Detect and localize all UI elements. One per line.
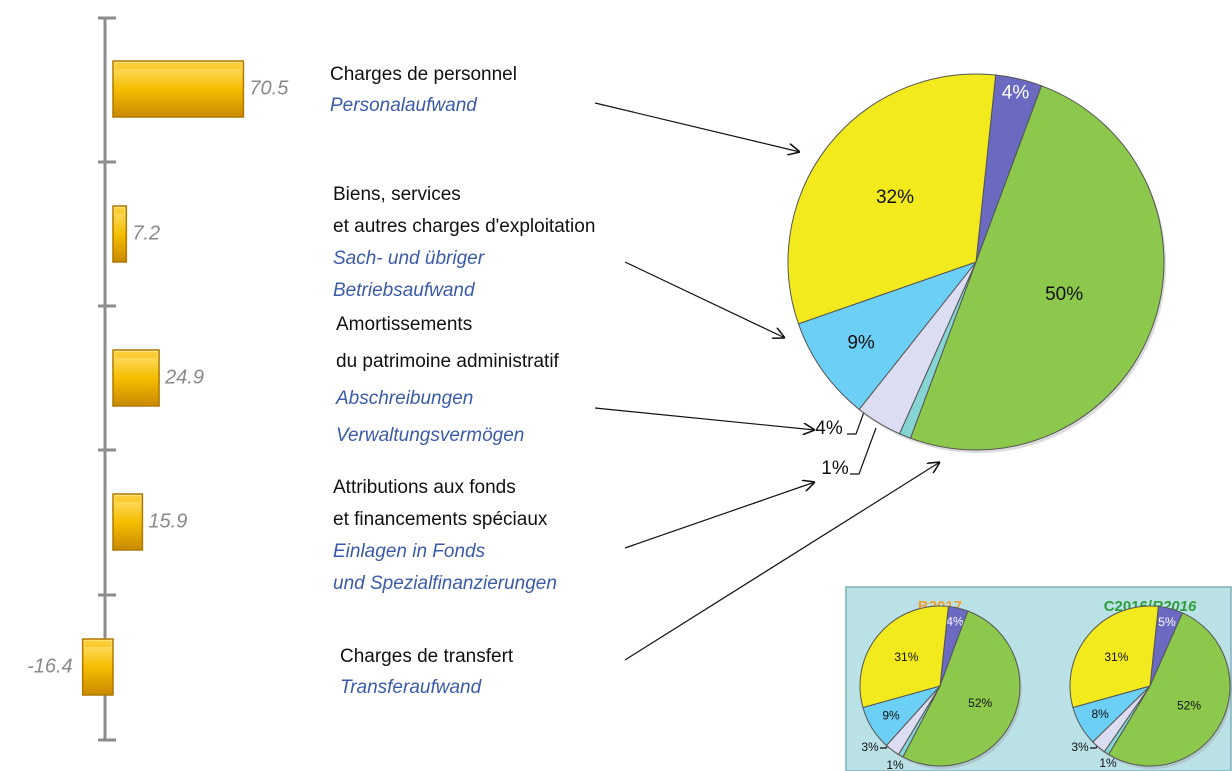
- category-label-fr: Biens, services: [333, 184, 461, 205]
- category-label-fr: Attributions aux fonds: [333, 477, 516, 498]
- slice-label: 9%: [882, 709, 900, 723]
- bar-value-label: 15.9: [148, 510, 187, 532]
- category-label-de: Sach- und übriger: [333, 248, 485, 269]
- pie-slice: [859, 605, 949, 709]
- slice-label: 4%: [815, 418, 843, 439]
- bar-highlight: [115, 496, 141, 502]
- slice-label: 3%: [861, 740, 879, 754]
- slice-label: 4%: [946, 614, 964, 628]
- category-label-de: Abschreibungen: [335, 388, 473, 409]
- category-label-de: Einlagen in Fonds: [333, 541, 486, 562]
- slice-label: 31%: [1104, 650, 1128, 664]
- bar-value-label: -16.4: [27, 655, 73, 677]
- category-label-de: und Spezialfinanzierungen: [333, 573, 557, 594]
- slice-label: 1%: [1099, 756, 1117, 770]
- slice-label: 9%: [847, 333, 875, 354]
- slice-label: 52%: [1177, 699, 1201, 713]
- slice-label: 4%: [1002, 83, 1030, 104]
- slice-label: 32%: [876, 187, 914, 208]
- bar-value-label: 24.9: [164, 366, 204, 388]
- category-label-fr: et autres charges d'exploitation: [333, 216, 595, 237]
- bar-highlight: [115, 63, 242, 69]
- category-label-fr: et financements spéciaux: [333, 509, 548, 530]
- pie-slice: [1107, 612, 1231, 767]
- category-label-fr: du patrimoine administratif: [336, 351, 560, 372]
- bar: [112, 493, 144, 551]
- arrow: [594, 102, 800, 152]
- pie-slice: [1069, 605, 1159, 709]
- bar-highlight: [115, 352, 158, 358]
- pie-slice: [909, 85, 1165, 451]
- bar: [81, 638, 114, 696]
- bar-value-label: 7.2: [132, 222, 160, 244]
- slice-label: 52%: [968, 696, 992, 710]
- slice-label: 1%: [821, 458, 849, 479]
- category-label-de: Personalaufwand: [330, 95, 478, 116]
- slice-label: 1%: [886, 758, 904, 771]
- pie-slice: [797, 260, 978, 411]
- category-label-de: Transferaufwand: [340, 677, 483, 698]
- leader-line: [847, 411, 865, 435]
- pie-slice: [902, 610, 1021, 767]
- arrow: [624, 261, 785, 338]
- bar-highlight: [115, 208, 125, 214]
- bar: [112, 349, 160, 407]
- slice-label: 5%: [1158, 615, 1176, 629]
- category-label-de: Betriebsaufwand: [333, 280, 476, 301]
- bar-highlight: [84, 641, 111, 647]
- arrow: [594, 407, 815, 430]
- bar: [112, 205, 128, 263]
- slice-label: 8%: [1091, 707, 1109, 721]
- category-label-fr: Amortissements: [336, 314, 472, 335]
- category-label-fr: Charges de personnel: [330, 64, 517, 85]
- category-label-de: Verwaltungsvermögen: [336, 425, 524, 446]
- slice-label: 50%: [1045, 284, 1083, 305]
- slice-label: 3%: [1071, 740, 1089, 754]
- bar: [112, 60, 245, 118]
- arrow: [624, 462, 940, 661]
- leader-line: [850, 427, 877, 475]
- category-label-fr: Charges de transfert: [340, 646, 514, 667]
- arrow: [624, 482, 815, 549]
- slice-label: 31%: [894, 650, 918, 664]
- pie-slice: [787, 73, 997, 325]
- bar-value-label: 70.5: [249, 77, 289, 99]
